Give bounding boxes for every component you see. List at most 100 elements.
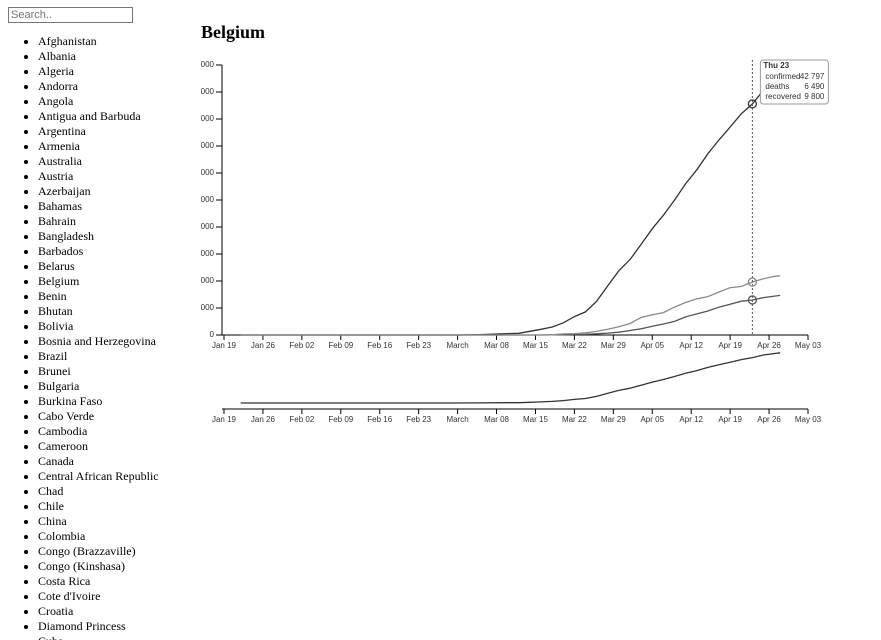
x-tick-label: Apr 12 [679, 415, 703, 424]
search-input[interactable] [8, 7, 133, 23]
country-item[interactable]: Brazil [38, 349, 159, 364]
x-tick-label: Mar 08 [484, 341, 509, 350]
series-line [240, 78, 781, 336]
chart: 0 5 000 10 000 15 000 20 000 25 000 30 000 35 0… [200, 59, 829, 424]
country-item[interactable]: Azerbaijan [38, 184, 159, 199]
country-item[interactable]: Cabo Verde [38, 409, 159, 424]
x-tick-label: March [446, 415, 468, 424]
country-item[interactable]: Bulgaria [38, 379, 159, 394]
country-item[interactable]: Chile [38, 499, 159, 514]
x-tick-label: Mar 29 [601, 341, 626, 350]
hover-point [747, 277, 758, 287]
country-item[interactable]: Barbados [38, 244, 159, 259]
chart-title: Belgium [201, 22, 266, 42]
x-tick-label: May 03 [795, 341, 822, 350]
country-item[interactable]: Cote d'Ivoire [38, 589, 159, 604]
country-item[interactable]: Burkina Faso [38, 394, 159, 409]
country-item[interactable]: Albania [38, 49, 159, 64]
y-tick-label: 20 000 [200, 222, 215, 231]
country-item[interactable]: Central African Republic [38, 469, 159, 484]
country-item[interactable]: Bhutan [38, 304, 159, 319]
y-tick-label: 5 000 [200, 303, 215, 312]
country-item[interactable]: Antigua and Barbuda [38, 109, 159, 124]
x-tick-label: Feb 09 [328, 341, 353, 350]
tooltip-value: 9 800 [804, 92, 825, 101]
country-item[interactable]: Cambodia [38, 424, 159, 439]
tooltip-value: 6 490 [804, 82, 825, 91]
y-tick-label: 10 000 [200, 276, 215, 285]
country-item[interactable]: Bosnia and Herzegovina [38, 334, 159, 349]
hover-point [747, 295, 758, 305]
country-item[interactable]: Argentina [38, 124, 159, 139]
tooltip-name: deaths [765, 82, 789, 91]
country-item[interactable]: Congo (Brazzaville) [38, 544, 159, 559]
series-line [240, 275, 781, 336]
y-tick-label: 50 000 [200, 60, 215, 69]
x-tick-label: Jan 19 [212, 415, 237, 424]
country-item[interactable]: Diamond Princess [38, 619, 159, 634]
country-item[interactable]: Bolivia [38, 319, 159, 334]
country-item[interactable]: Colombia [38, 529, 159, 544]
y-tick-label: 15 000 [200, 249, 215, 258]
x-tick-label: Feb 16 [367, 341, 392, 350]
country-item[interactable]: Cameroon [38, 439, 159, 454]
country-item[interactable]: Australia [38, 154, 159, 169]
x-tick-label: May 03 [795, 415, 822, 424]
x-tick-label: Mar 22 [562, 415, 587, 424]
x-tick-label: Jan 19 [212, 341, 237, 350]
country-item[interactable]: Costa Rica [38, 574, 159, 589]
x-tick-label: Apr 05 [640, 415, 664, 424]
tooltip-box [759, 59, 829, 105]
y-tick-label: 0 [210, 330, 215, 339]
x-tick-label: Mar 22 [562, 341, 587, 350]
country-item[interactable]: Bangladesh [38, 229, 159, 244]
country-item[interactable]: Belgium [38, 274, 159, 289]
tooltip-title: Thu 23 [763, 61, 789, 70]
x-tick-label: Mar 08 [484, 415, 509, 424]
y-tick-label: 30 000 [200, 168, 215, 177]
country-item[interactable]: Canada [38, 454, 159, 469]
country-item[interactable]: Belarus [38, 259, 159, 274]
chart-body: 0 5 000 10 000 15 000 20 000 25 000 30 000 35 0… [200, 59, 829, 424]
x-tick-label: Mar 29 [601, 415, 626, 424]
x-tick-label: Apr 19 [718, 341, 742, 350]
x-tick-label: Apr 26 [757, 341, 781, 350]
y-tick-label: 45 000 [200, 87, 215, 96]
country-item[interactable]: China [38, 514, 159, 529]
country-item[interactable]: Brunei [38, 364, 159, 379]
x-tick-label: Jan 26 [251, 341, 276, 350]
x-tick-label: Mar 15 [523, 415, 548, 424]
x-tick-label: Feb 23 [406, 341, 431, 350]
series-line [240, 294, 781, 336]
country-item[interactable]: Congo (Kinshasa) [38, 559, 159, 574]
x-tick-label: Feb 02 [289, 341, 314, 350]
tooltip-value: 42 797 [800, 72, 825, 81]
x-tick-label: Feb 16 [367, 415, 392, 424]
x-tick-label: Feb 23 [406, 415, 431, 424]
country-item[interactable]: Croatia [38, 604, 159, 619]
x-tick-label: March [446, 341, 468, 350]
country-list: AfghanistanAlbaniaAlgeriaAndorraAngolaAn… [0, 34, 159, 640]
x-tick-label: Feb 09 [328, 415, 353, 424]
hover-point [747, 99, 758, 109]
x-tick-label: Jan 26 [251, 415, 276, 424]
country-item[interactable]: Angola [38, 94, 159, 109]
country-item[interactable]: Austria [38, 169, 159, 184]
overview-line [240, 352, 781, 404]
country-item[interactable]: Bahrain [38, 214, 159, 229]
tooltip-name: recovered [765, 92, 801, 101]
y-tick-label: 25 000 [200, 195, 215, 204]
x-tick-label: Apr 12 [679, 341, 703, 350]
country-item[interactable]: Chad [38, 484, 159, 499]
country-item[interactable]: Algeria [38, 64, 159, 79]
country-item[interactable]: Bahamas [38, 199, 159, 214]
country-item[interactable]: Armenia [38, 139, 159, 154]
x-tick-label: Apr 05 [640, 341, 664, 350]
country-item[interactable]: Cuba [38, 634, 159, 640]
country-item[interactable]: Andorra [38, 79, 159, 94]
country-item[interactable]: Afghanistan [38, 34, 159, 49]
country-item[interactable]: Benin [38, 289, 159, 304]
x-tick-label: Apr 26 [757, 415, 781, 424]
y-tick-label: 35 000 [200, 141, 215, 150]
